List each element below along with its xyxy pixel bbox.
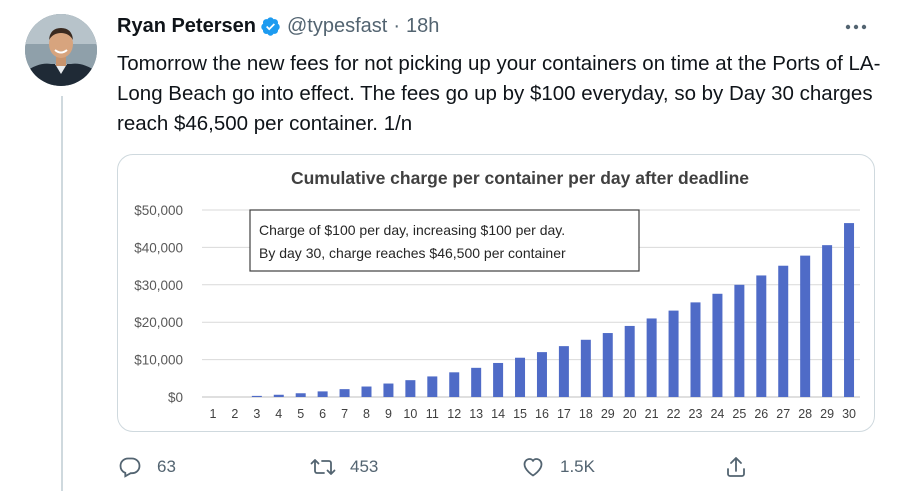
x-tick-label: 5 — [297, 407, 304, 421]
tweet-header: Ryan Petersen @typesfast · 18h — [117, 13, 439, 39]
x-tick-label: 25 — [732, 407, 746, 421]
reply-button[interactable]: 63 — [117, 452, 176, 482]
bar-day-24 — [712, 293, 723, 397]
x-tick-label: 10 — [403, 407, 417, 421]
reply-count: 63 — [157, 457, 176, 476]
retweet-count: 453 — [350, 457, 379, 476]
bar-day-29 — [822, 245, 833, 397]
x-tick-label: 18 — [579, 407, 593, 421]
bar-day-14 — [493, 362, 504, 397]
header-separator: · — [393, 15, 400, 37]
bar-day-3 — [251, 395, 262, 397]
bar-day-22 — [668, 310, 679, 397]
heart-icon — [520, 454, 546, 480]
x-tick-label: 2 — [231, 407, 238, 421]
x-tick-label: 13 — [469, 407, 483, 421]
annotation-line-2: By day 30, charge reaches $46,500 per co… — [259, 245, 566, 261]
bar-day-18 — [580, 339, 591, 397]
bar-day-10 — [405, 380, 416, 397]
bar-day-6 — [317, 391, 328, 397]
x-tick-label: 28 — [798, 407, 812, 421]
annotation-box — [249, 209, 640, 272]
x-tick-label: 3 — [253, 407, 260, 421]
y-tick-label: $40,000 — [134, 240, 183, 255]
bar-day-25 — [734, 284, 745, 397]
avatar-photo — [25, 14, 97, 86]
author-avatar[interactable] — [25, 14, 97, 86]
bar-day-23 — [690, 302, 701, 397]
y-tick-label: $50,000 — [134, 203, 183, 218]
x-tick-label: 27 — [776, 407, 790, 421]
x-tick-label: 7 — [341, 407, 348, 421]
x-tick-label: 4 — [275, 407, 282, 421]
bar-day-8 — [361, 386, 372, 397]
tweet-text: Tomorrow the new fees for not picking up… — [117, 52, 881, 135]
y-axis-ticks: $0 $10,000 $20,000 $30,000 $40,000 $50,000 — [134, 203, 183, 405]
y-tick-label: $20,000 — [134, 315, 183, 330]
bar-day-16 — [536, 352, 547, 397]
bar-day-17 — [558, 346, 569, 397]
verified-badge-icon — [260, 16, 281, 37]
x-tick-label: 29 — [820, 407, 834, 421]
reply-icon — [117, 454, 143, 480]
x-tick-label: 6 — [319, 407, 326, 421]
x-tick-label: 22 — [667, 407, 681, 421]
tweet-timestamp[interactable]: 18h — [405, 15, 440, 37]
bar-day-27 — [778, 265, 789, 397]
tweet-media-chart[interactable]: Cumulative charge per container per day … — [117, 154, 875, 432]
bar-day-15 — [515, 357, 526, 397]
more-options-icon[interactable] — [843, 14, 869, 40]
x-tick-label: 17 — [557, 407, 571, 421]
y-tick-label: $10,000 — [134, 353, 183, 368]
thread-connector-line — [61, 96, 63, 491]
y-tick-label: $0 — [168, 390, 183, 405]
bar-day-13 — [471, 367, 482, 397]
bar-day-19 — [602, 333, 613, 397]
bar-day-11 — [427, 376, 438, 397]
chart-title: Cumulative charge per container per day … — [291, 168, 749, 188]
annotation-line-1: Charge of $100 per day, increasing $100 … — [259, 222, 565, 238]
x-tick-label: 9 — [385, 407, 392, 421]
retweet-icon — [310, 454, 336, 480]
bar-chart: Cumulative charge per container per day … — [134, 168, 860, 421]
retweet-button[interactable]: 453 — [310, 452, 378, 482]
x-tick-label: 20 — [623, 407, 637, 421]
share-icon — [723, 454, 749, 480]
x-tick-label: 26 — [754, 407, 768, 421]
x-tick-label: 8 — [363, 407, 370, 421]
author-handle[interactable]: @typesfast — [286, 15, 388, 37]
x-tick-label: 23 — [689, 407, 703, 421]
bar-day-4 — [273, 394, 284, 397]
bar-day-9 — [383, 383, 394, 397]
bar-day-20 — [624, 325, 635, 397]
bar-day-7 — [339, 389, 350, 397]
bar-day-5 — [295, 393, 306, 397]
x-tick-label: 29 — [601, 407, 615, 421]
y-tick-label: $30,000 — [134, 278, 183, 293]
like-button[interactable]: 1.5K — [520, 452, 595, 482]
chart-bars — [251, 223, 855, 397]
x-tick-label: 1 — [209, 407, 216, 421]
share-button[interactable] — [723, 452, 749, 482]
x-tick-label: 21 — [645, 407, 659, 421]
bar-day-30 — [844, 223, 855, 397]
bar-day-28 — [800, 255, 811, 397]
x-tick-label: 16 — [535, 407, 549, 421]
bar-day-12 — [449, 372, 460, 397]
x-tick-label: 30 — [842, 407, 856, 421]
tweet-actions-bar: 63 453 1.5K — [117, 452, 757, 482]
bar-day-26 — [756, 275, 767, 397]
like-count: 1.5K — [560, 457, 595, 476]
x-tick-label: 14 — [491, 407, 505, 421]
bar-day-21 — [646, 318, 657, 397]
x-tick-label: 11 — [426, 407, 439, 421]
x-tick-label: 12 — [447, 407, 461, 421]
x-tick-label: 24 — [710, 407, 724, 421]
x-tick-label: 15 — [513, 407, 527, 421]
author-name[interactable]: Ryan Petersen — [117, 15, 256, 37]
x-axis-ticks: 1 2 3 4 5 6 7 8 9 10 11 12 13 14 15 16 17 18 29 20 21 22 23 24 2… — [209, 407, 856, 421]
